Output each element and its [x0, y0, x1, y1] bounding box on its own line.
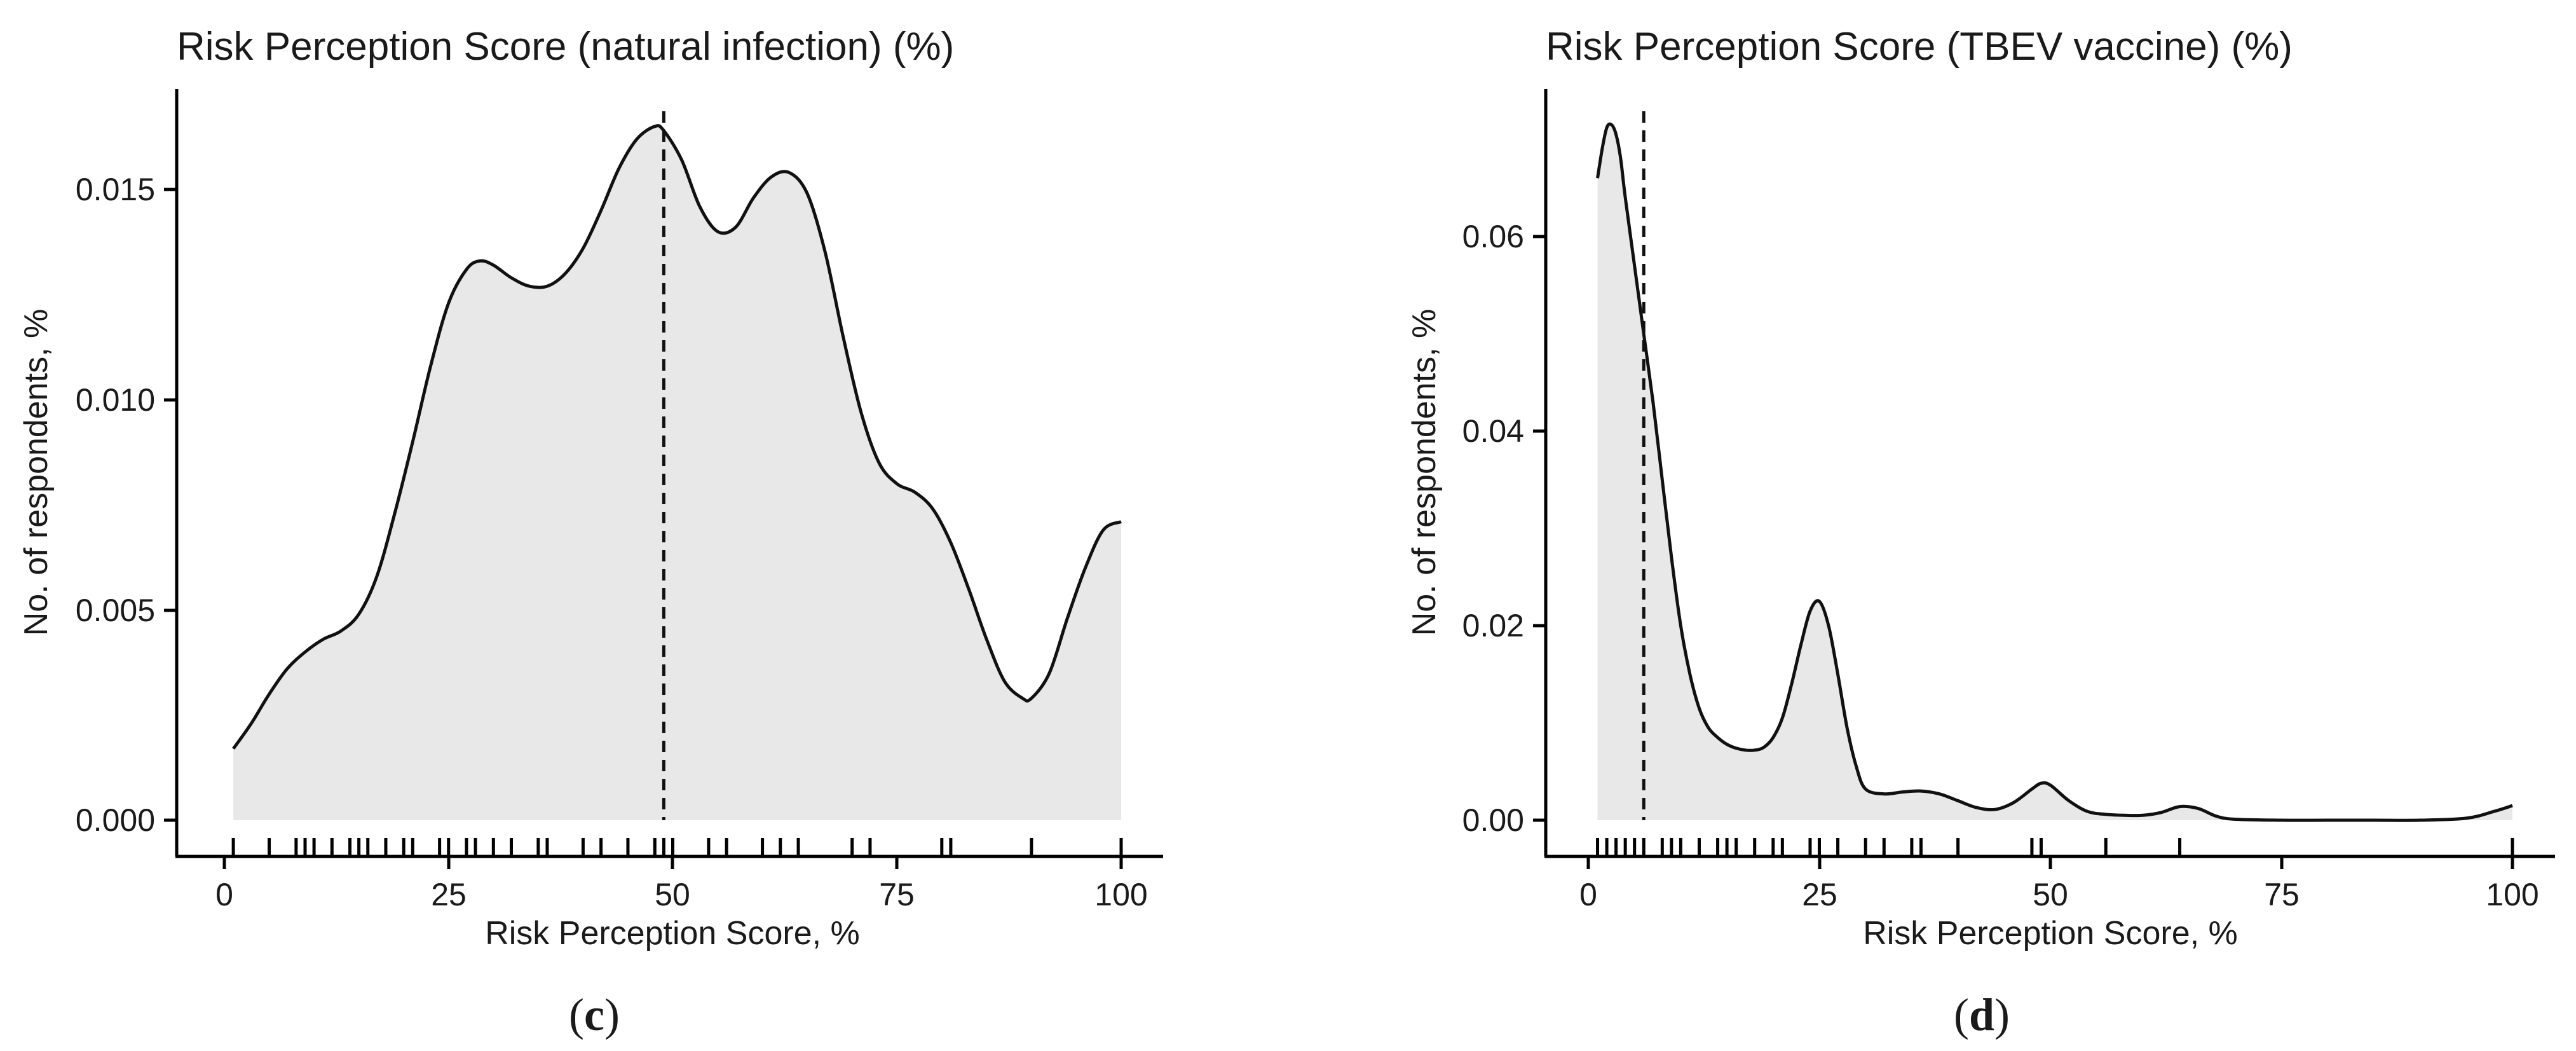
- density-area-d: [1597, 124, 2512, 821]
- chart-title-d: Risk Perception Score (TBEV vaccine) (%): [1546, 25, 2293, 69]
- x-axis-label-c: Risk Perception Score, %: [485, 915, 860, 952]
- panel-letter-d: (d): [1954, 989, 2010, 1040]
- panel-letter-d-text: d: [1969, 989, 1994, 1040]
- density-line-d: [1596, 122, 2513, 822]
- rug-d: [1596, 838, 2514, 856]
- y-tick-label-d-2: 0.04: [1462, 413, 1524, 449]
- x-tick-label-c-75: 75: [879, 877, 915, 912]
- x-tick-label-d-0: 0: [1579, 877, 1597, 912]
- plot-area-d: [1596, 111, 2514, 856]
- y-tick-label-c-0: 0.000: [76, 802, 155, 838]
- y-axis-label-c: No. of respondents, %: [18, 309, 55, 636]
- y-tick-label-d-3: 0.06: [1462, 219, 1524, 254]
- x-tick-label-d-25: 25: [1802, 877, 1837, 912]
- panel-letter-c: (c): [569, 989, 620, 1040]
- x-tick-labels-d: 0 25 50 75 100: [1579, 877, 2539, 912]
- x-ticks-c: [222, 856, 1123, 869]
- y-tick-label-c-1: 0.005: [76, 593, 155, 628]
- x-tick-label-d-50: 50: [2033, 877, 2068, 912]
- y-tick-labels-d: 0.00 0.02 0.04 0.06: [1462, 219, 1524, 838]
- chart-panel-c: Risk Perception Score (natural infection…: [18, 25, 1163, 1040]
- x-tick-labels-c: 0 25 50 75 100: [215, 877, 1148, 912]
- y-tick-labels-c: 0.000 0.005 0.010 0.015: [76, 172, 155, 838]
- x-tick-label-c-50: 50: [655, 877, 690, 912]
- rug-c: [231, 838, 1123, 856]
- y-tick-label-c-2: 0.010: [76, 382, 155, 418]
- y-ticks-c: [164, 188, 177, 822]
- y-tick-label-d-1: 0.02: [1462, 608, 1524, 643]
- x-tick-label-d-100: 100: [2486, 877, 2539, 912]
- x-tick-label-c-25: 25: [431, 877, 467, 912]
- x-axis-label-d: Risk Perception Score, %: [1863, 915, 2238, 952]
- x-tick-label-c-100: 100: [1094, 877, 1147, 912]
- x-tick-label-c-0: 0: [215, 877, 233, 912]
- y-tick-label-c-3: 0.015: [76, 172, 155, 207]
- x-tick-label-d-75: 75: [2264, 877, 2300, 912]
- plot-area-c: [231, 111, 1123, 856]
- y-ticks-d: [1533, 235, 1546, 822]
- x-ticks-d: [1586, 856, 2514, 869]
- chart-panel-d: Risk Perception Score (TBEV vaccine) (%)…: [1406, 25, 2555, 1040]
- y-tick-label-d-0: 0.00: [1462, 802, 1524, 838]
- density-line-c: [232, 124, 1122, 750]
- panel-letter-c-text: c: [584, 989, 604, 1040]
- density-area-c: [233, 125, 1122, 821]
- chart-title-c: Risk Perception Score (natural infection…: [177, 25, 954, 69]
- y-axis-label-d: No. of respondents, %: [1406, 309, 1443, 636]
